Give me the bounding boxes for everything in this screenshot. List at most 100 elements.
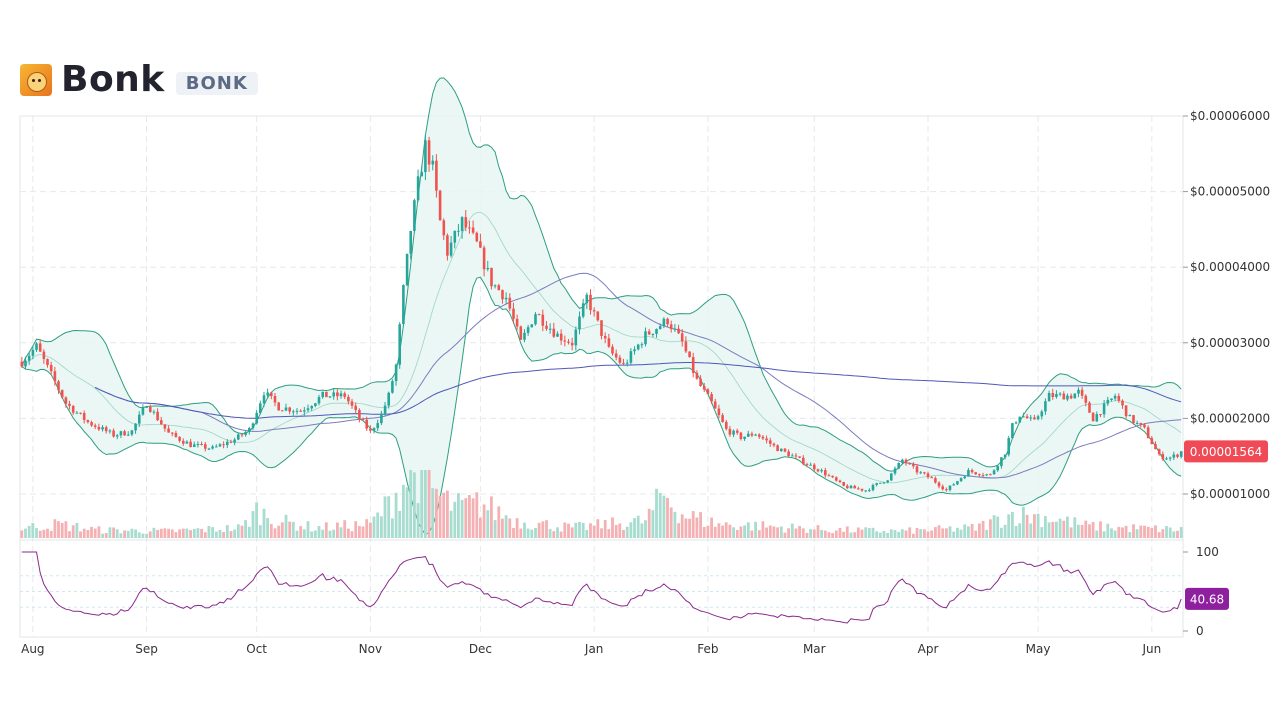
volume-bar bbox=[446, 490, 449, 538]
candle-body bbox=[618, 357, 622, 363]
volume-bar bbox=[563, 522, 567, 538]
volume-bar bbox=[912, 533, 915, 538]
candle bbox=[772, 442, 776, 448]
candle bbox=[174, 430, 178, 438]
volume-bar bbox=[196, 528, 200, 538]
candle bbox=[908, 462, 911, 465]
candle bbox=[171, 432, 174, 437]
volume-bar bbox=[104, 533, 108, 538]
candle bbox=[1168, 456, 1172, 462]
volume-bar bbox=[170, 529, 174, 538]
candle bbox=[600, 320, 603, 340]
volume-bar bbox=[1143, 525, 1146, 538]
candle bbox=[178, 436, 181, 443]
candle-body bbox=[420, 172, 423, 177]
candle-body bbox=[1069, 395, 1073, 399]
candle bbox=[717, 404, 721, 419]
price-axis-label: $0.00006000 bbox=[1190, 109, 1270, 123]
candle bbox=[1062, 391, 1066, 400]
volume-bar bbox=[468, 495, 471, 538]
candle-body bbox=[288, 407, 291, 412]
candle bbox=[1139, 422, 1143, 428]
candle-body bbox=[853, 485, 856, 489]
candle bbox=[93, 423, 97, 430]
volume-bar bbox=[750, 530, 754, 538]
candle bbox=[596, 311, 600, 322]
volume-bar bbox=[302, 529, 306, 538]
candle bbox=[691, 352, 695, 378]
candle bbox=[1051, 388, 1055, 400]
volume-bar bbox=[49, 530, 53, 538]
volume-bar bbox=[372, 516, 376, 538]
volume-bar bbox=[765, 527, 768, 538]
candle-body bbox=[1018, 416, 1022, 423]
candle bbox=[1179, 450, 1183, 459]
candle bbox=[460, 216, 464, 239]
volume-bar bbox=[86, 530, 90, 538]
volume-bar bbox=[479, 517, 482, 538]
candle-body bbox=[68, 403, 71, 406]
volume-bar bbox=[834, 530, 838, 538]
candle-body bbox=[662, 318, 666, 327]
volume-bar bbox=[211, 527, 214, 538]
volume-bar bbox=[838, 527, 842, 538]
candle-body bbox=[1110, 398, 1113, 400]
volume-bars bbox=[20, 470, 1183, 538]
candle-body bbox=[974, 472, 977, 475]
candle-body bbox=[332, 392, 335, 397]
candle-body bbox=[673, 328, 677, 330]
volume-bar bbox=[280, 522, 284, 538]
candle-body bbox=[622, 362, 625, 364]
volume-bar bbox=[134, 529, 137, 538]
volume-bar bbox=[189, 530, 192, 538]
volume-bar bbox=[798, 526, 801, 538]
candle-body bbox=[1073, 393, 1077, 399]
volume-bar bbox=[1157, 532, 1161, 538]
candle-body bbox=[769, 440, 772, 444]
candle bbox=[86, 419, 90, 424]
candle bbox=[424, 134, 427, 181]
volume-bar bbox=[1018, 523, 1022, 538]
volume-bar bbox=[644, 520, 647, 538]
candle-body bbox=[303, 410, 306, 412]
candle bbox=[816, 468, 820, 473]
candle-body bbox=[310, 406, 313, 409]
candle bbox=[149, 404, 152, 413]
volume-bar bbox=[721, 525, 724, 538]
volume-bar bbox=[145, 533, 148, 538]
candle-body bbox=[1179, 451, 1183, 457]
last-price-tag bbox=[1184, 440, 1268, 463]
candle-body bbox=[1003, 454, 1007, 458]
candle-body bbox=[860, 488, 864, 491]
volume-bar bbox=[457, 493, 460, 538]
time-axis-label: Apr bbox=[918, 642, 939, 656]
candle bbox=[46, 358, 49, 368]
candle bbox=[343, 391, 346, 400]
candle bbox=[215, 444, 218, 448]
candle bbox=[27, 351, 31, 365]
volume-bar bbox=[38, 530, 42, 538]
candle bbox=[992, 469, 996, 475]
volume-bar bbox=[159, 528, 163, 538]
volume-bar bbox=[900, 529, 904, 538]
candle-body bbox=[369, 428, 372, 431]
candle-body bbox=[908, 463, 911, 465]
candle-body bbox=[970, 470, 974, 473]
candle bbox=[530, 323, 534, 328]
volume-bar bbox=[1022, 506, 1025, 538]
candle bbox=[317, 394, 321, 406]
candle bbox=[728, 425, 732, 437]
candle bbox=[1117, 393, 1121, 403]
candle bbox=[974, 471, 977, 476]
candle bbox=[552, 322, 556, 338]
volume-bar bbox=[57, 521, 60, 538]
candle-body bbox=[112, 430, 115, 437]
candle-body bbox=[126, 434, 130, 436]
candle-body bbox=[1088, 402, 1091, 413]
volume-bar bbox=[662, 495, 666, 538]
candle bbox=[1003, 454, 1007, 460]
volume-bar bbox=[438, 495, 442, 538]
candle bbox=[68, 400, 71, 410]
candle-body bbox=[1014, 422, 1018, 424]
